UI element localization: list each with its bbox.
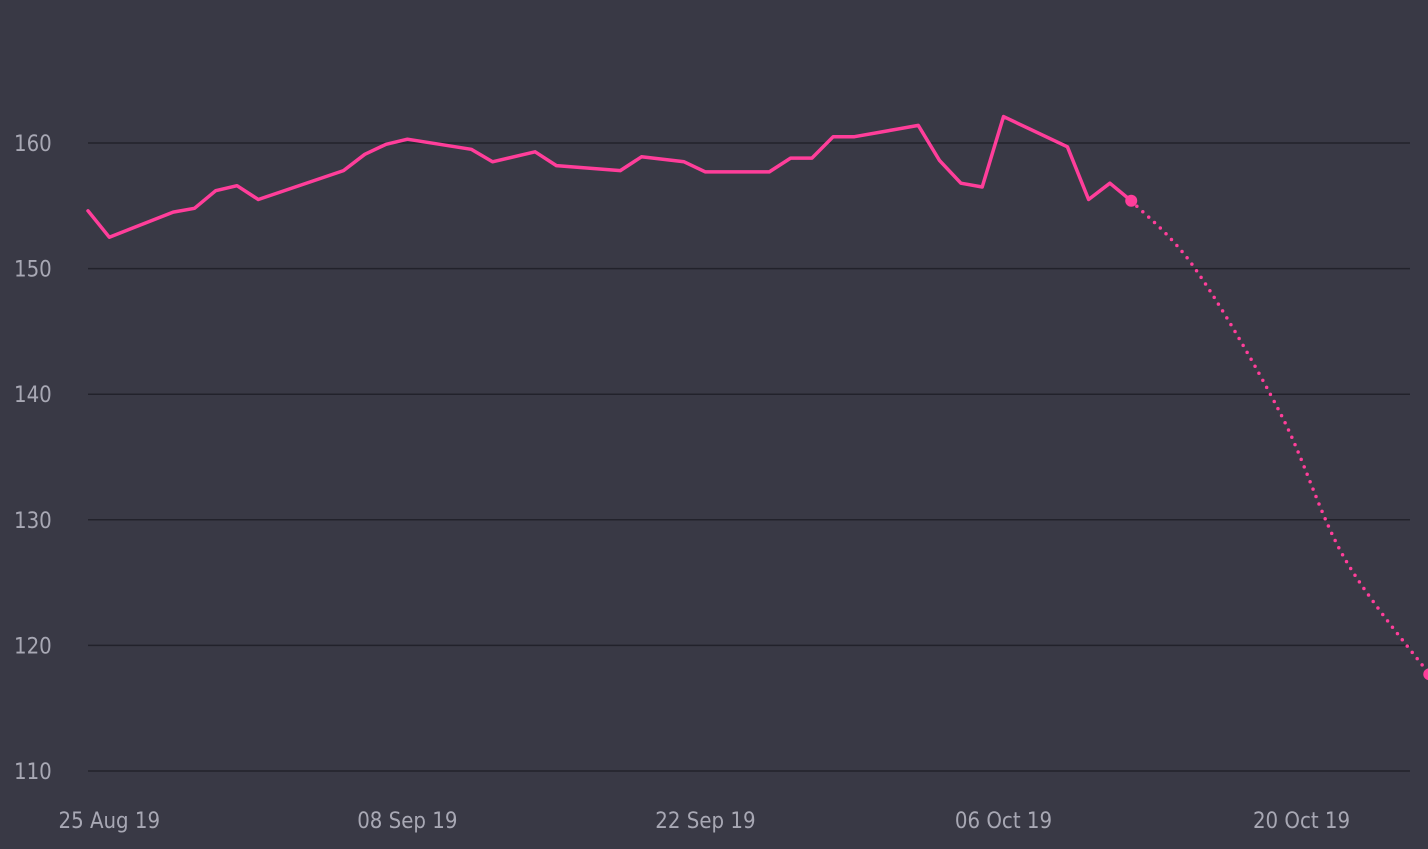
x-tick-label: 22 Sep 19 <box>655 809 755 834</box>
x-tick-label: 06 Oct 19 <box>955 809 1052 834</box>
series-layer <box>86 114 1428 676</box>
marker-layer <box>1125 194 1428 681</box>
grid-layer <box>88 142 1410 772</box>
series-point-marker <box>1125 194 1138 207</box>
series-line <box>86 114 1133 239</box>
x-tick-label: 20 Oct 19 <box>1253 809 1350 834</box>
y-tick-label: 130 <box>14 509 52 534</box>
x-tick-label: 25 Aug 19 <box>59 809 161 834</box>
y-tick-label: 160 <box>14 132 52 157</box>
y-tick-label: 150 <box>14 258 52 283</box>
x-tick-label: 08 Sep 19 <box>357 809 457 834</box>
x-axis-ticks: 25 Aug 19 08 Sep 19 22 Sep 19 06 Oct 19 20 O… <box>59 809 1351 834</box>
y-tick-label: 120 <box>14 634 52 659</box>
y-tick-label: 110 <box>14 760 52 785</box>
forecast-series-line <box>1129 199 1428 676</box>
y-axis-ticks: 110 120 130 140 150 160 <box>14 132 52 785</box>
series-point-marker <box>1423 668 1428 681</box>
y-tick-label: 140 <box>14 383 52 408</box>
